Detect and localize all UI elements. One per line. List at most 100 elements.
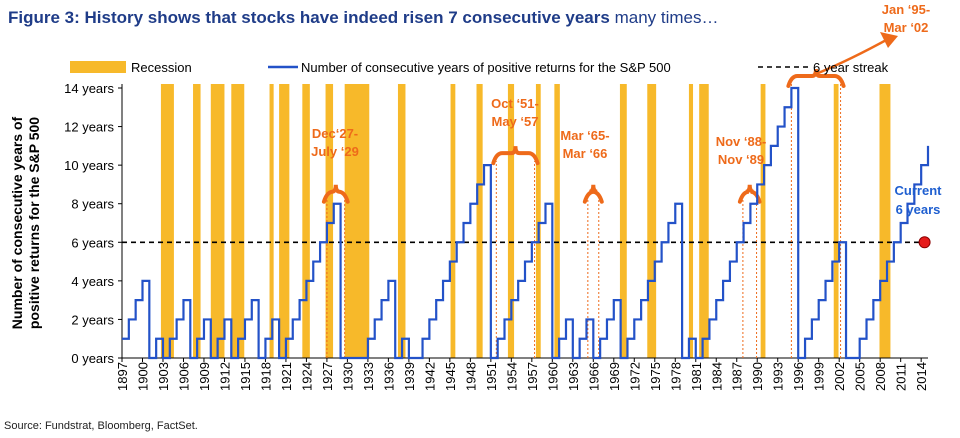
x-tick-label: 1948 [463,362,478,391]
x-tick-label: 1927 [320,362,335,391]
y-tick-label: 2 years [71,312,114,327]
annotation-label-line-2: Nov ‘89 [718,152,764,167]
x-tick-label: 1951 [484,362,499,391]
annotation-label-line-2: May ‘57 [492,114,539,129]
source-note: Source: Fundstrat, Bloomberg, FactSet. [4,420,198,432]
x-tick-label: 1924 [299,362,314,391]
x-tick-label: 1978 [668,362,683,391]
recession-band [879,84,891,358]
x-tick-label: 1921 [279,362,294,391]
series-line [122,86,930,360]
x-tick-label: 1966 [586,362,601,391]
chart-title: Figure 3: History shows that stocks have… [8,8,719,28]
x-tick-label: 1930 [340,362,355,391]
annotation-bracket [491,146,540,166]
recession-band [160,84,174,358]
recession-band [535,84,541,358]
recession-band [269,84,274,358]
legend-label-streak: 6 year streak [813,60,889,75]
annotation-label-line-1: Dec‘27- [312,126,358,141]
legend-swatch-recession [70,61,126,73]
x-tick-label: 1903 [156,362,171,391]
x-tick-label: 1954 [504,362,519,391]
x-tick-label: 1984 [709,362,724,391]
x-tick-label: 1945 [443,362,458,391]
x-tick-label: 1996 [791,362,806,391]
recession-band [231,84,245,358]
x-tick-label: 1957 [525,362,540,391]
recession-band [476,84,483,358]
x-tick-label: 1972 [627,362,642,391]
x-tick-label: 1960 [545,362,560,391]
x-tick-label: 1939 [402,362,417,391]
annotation-label-line-1: Mar ‘65- [560,128,609,143]
annotation-label-line-2: Mar ‘66 [563,146,608,161]
x-tick-label: 1897 [115,362,130,391]
recession-band [210,84,225,358]
x-tick-label: 1993 [771,362,786,391]
x-tick-label: 2005 [853,362,868,391]
annotation-bracket [582,184,604,204]
chart-title-main: Figure 3: History shows that stocks have… [8,8,610,27]
x-tick-label: 1936 [381,362,396,391]
x-tick-label: 2002 [832,362,847,391]
x-tick-label: 1909 [197,362,212,391]
annotation-bracket [786,68,846,88]
x-tick-label: 1900 [135,362,150,391]
x-tick-label: 1990 [750,362,765,391]
recession-band [507,84,515,358]
annotation-label-line-1: Oct ‘51- [491,96,539,111]
annotation-label-line-1: Nov ‘88- [716,134,767,149]
x-tick-label: 1987 [730,362,745,391]
x-tick-label: 1933 [361,362,376,391]
x-tick-label: 1912 [217,362,232,391]
y-axis-title: Number of consecutive years of [9,116,25,329]
y-tick-label: 12 years [64,120,114,135]
x-tick-label: 2014 [914,362,929,391]
x-tick-label: 1975 [648,362,663,391]
y-tick-label: 10 years [64,158,114,173]
chart-title-tail: many times… [614,8,719,27]
current-label-line-1: Current [895,183,943,198]
recession-band [302,84,310,358]
recession-band [279,84,290,358]
recession-band [833,84,839,358]
annotation-label-line-1: Jan ‘95- [882,2,930,17]
x-tick-label: 1963 [566,362,581,391]
current-label-line-2: 6 years [896,202,941,217]
x-tick-label: 1918 [258,362,273,391]
legend-label-recession: Recession [131,60,192,75]
recession-band [325,84,334,358]
y-tick-label: 8 years [71,197,114,212]
recession-band [688,84,694,358]
recession-band [193,84,201,358]
recession-band [397,84,406,358]
recession-band [450,84,456,358]
recession-band [760,84,766,358]
recession-band [699,84,709,358]
x-tick-label: 1942 [422,362,437,391]
y-tick-label: 4 years [71,274,114,289]
legend-label-series: Number of consecutive years of positive … [301,60,671,75]
y-tick-label: 0 years [71,351,114,366]
y-tick-label: 6 years [71,235,114,250]
x-tick-label: 1906 [176,362,191,391]
annotation-label-line-2: July ‘29 [311,144,359,159]
y-tick-label: 14 years [64,81,114,96]
current-marker [918,236,931,249]
annotation-arrowhead [880,32,898,48]
x-tick-label: 2011 [894,363,909,391]
recession-band [554,84,560,358]
y-axis-title: positive returns for the S&P 500 [26,117,42,329]
x-tick-label: 1999 [812,362,827,391]
annotation-arrow [815,36,891,76]
x-tick-label: 1981 [689,362,704,391]
x-tick-label: 1915 [238,362,253,391]
x-tick-label: 2008 [873,362,888,391]
recession-band [647,84,657,358]
annotation-label-line-2: Mar ‘02 [884,20,929,35]
recession-band [619,84,627,358]
recession-band [344,84,370,358]
x-tick-label: 1969 [607,362,622,391]
